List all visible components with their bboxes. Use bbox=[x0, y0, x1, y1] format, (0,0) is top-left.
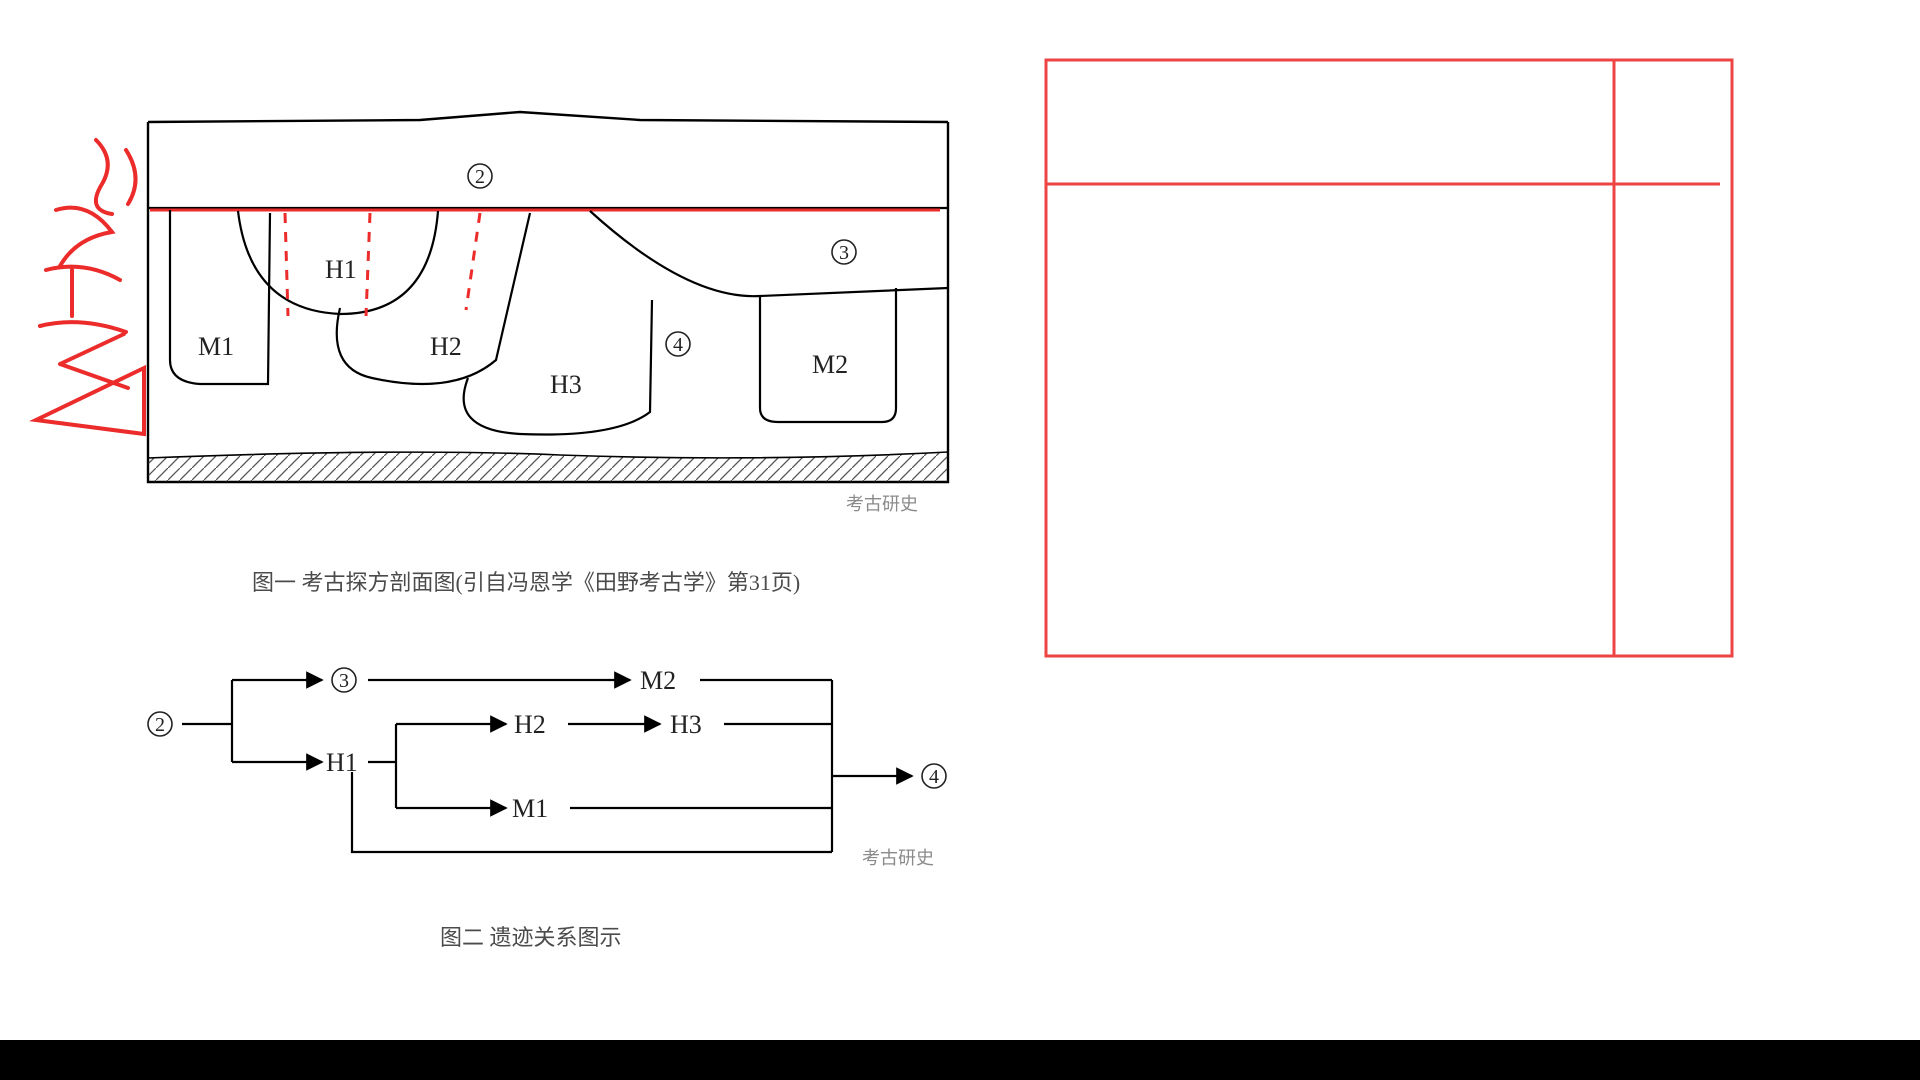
fig2-node-h3: H3 bbox=[670, 710, 702, 740]
fig2-node-h2: H2 bbox=[514, 710, 546, 740]
fig1-label-m2: M2 bbox=[812, 350, 848, 380]
fig1-caption: 图一 考古探方剖面图(引自冯恩学《田野考古学》第31页) bbox=[252, 565, 800, 597]
fig1-label-m1: M1 bbox=[198, 332, 234, 362]
fig2-node-m2: M2 bbox=[640, 666, 676, 696]
fig1-handwriting-annotation bbox=[16, 120, 196, 460]
fig1-label-h2: H2 bbox=[430, 332, 462, 362]
fig2-watermark: 考古研史 bbox=[862, 844, 934, 870]
svg-text:4: 4 bbox=[673, 334, 683, 356]
fig2-node-h1: H1 bbox=[326, 748, 358, 778]
svg-text:3: 3 bbox=[839, 242, 849, 264]
fig2-caption: 图二 遗迹关系图示 bbox=[440, 920, 622, 952]
bottom-bar bbox=[0, 1040, 1920, 1080]
fig2-flow-diagram: 2 3 4 bbox=[0, 640, 1000, 940]
fig2-node-m1: M1 bbox=[512, 794, 548, 824]
fig1-label-h1: H1 bbox=[325, 255, 357, 285]
svg-text:4: 4 bbox=[929, 766, 939, 788]
red-table-grid bbox=[1030, 44, 1750, 684]
fig1-label-h3: H3 bbox=[550, 370, 582, 400]
svg-text:2: 2 bbox=[475, 166, 485, 188]
svg-text:2: 2 bbox=[155, 714, 165, 736]
fig1-watermark: 考古研史 bbox=[846, 490, 918, 516]
svg-text:3: 3 bbox=[339, 670, 349, 692]
